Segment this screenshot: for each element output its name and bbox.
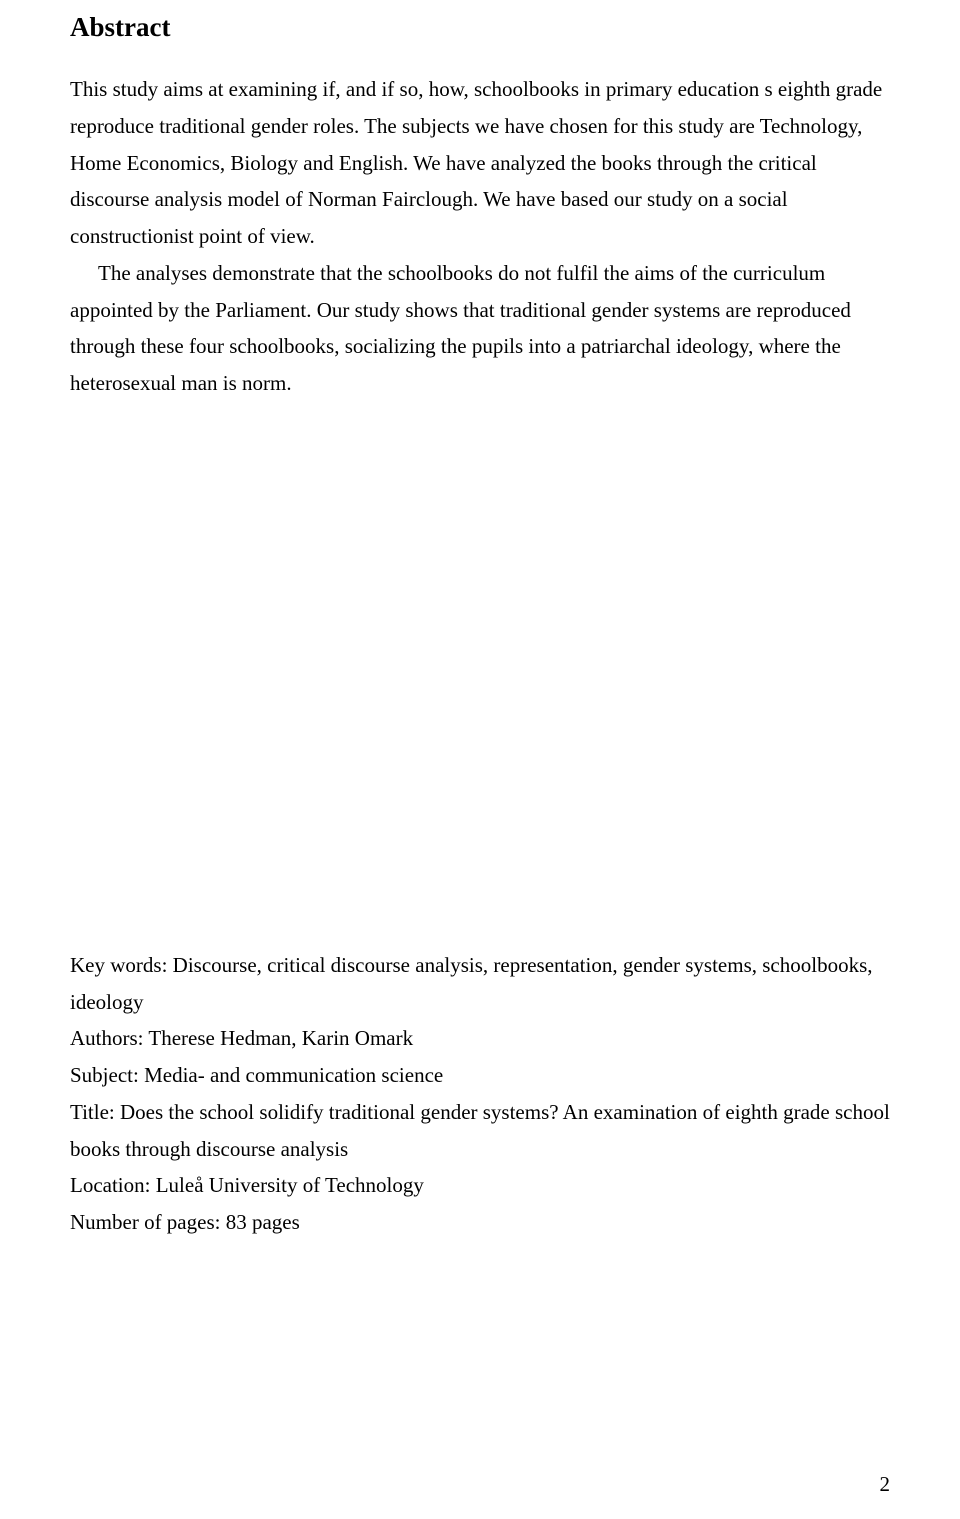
subject-value: Media- and communication science: [144, 1063, 443, 1087]
metadata-section: Key words: Discourse, critical discourse…: [70, 947, 890, 1241]
title-label: Title:: [70, 1100, 120, 1124]
pages-line: Number of pages: 83 pages: [70, 1204, 890, 1241]
location-label: Location:: [70, 1173, 156, 1197]
page-number: 2: [880, 1472, 891, 1497]
authors-label: Authors:: [70, 1026, 148, 1050]
keywords-label: Key words:: [70, 953, 173, 977]
abstract-paragraph-2: The analyses demonstrate that the school…: [70, 255, 890, 402]
subject-label: Subject:: [70, 1063, 144, 1087]
keywords-line: Key words: Discourse, critical discourse…: [70, 947, 890, 1021]
abstract-heading: Abstract: [70, 12, 890, 43]
pages-label: Number of pages:: [70, 1210, 226, 1234]
abstract-paragraph-1: This study aims at examining if, and if …: [70, 71, 890, 255]
location-line: Location: Luleå University of Technology: [70, 1167, 890, 1204]
authors-line: Authors: Therese Hedman, Karin Omark: [70, 1020, 890, 1057]
title-line: Title: Does the school solidify traditio…: [70, 1094, 890, 1168]
pages-value: 83 pages: [226, 1210, 300, 1234]
subject-line: Subject: Media- and communication scienc…: [70, 1057, 890, 1094]
location-value: Luleå University of Technology: [156, 1173, 424, 1197]
document-page: Abstract This study aims at examining if…: [0, 0, 960, 1519]
keywords-value: Discourse, critical discourse analysis, …: [70, 953, 873, 1014]
title-value: Does the school solidify traditional gen…: [70, 1100, 890, 1161]
authors-value: Therese Hedman, Karin Omark: [148, 1026, 413, 1050]
